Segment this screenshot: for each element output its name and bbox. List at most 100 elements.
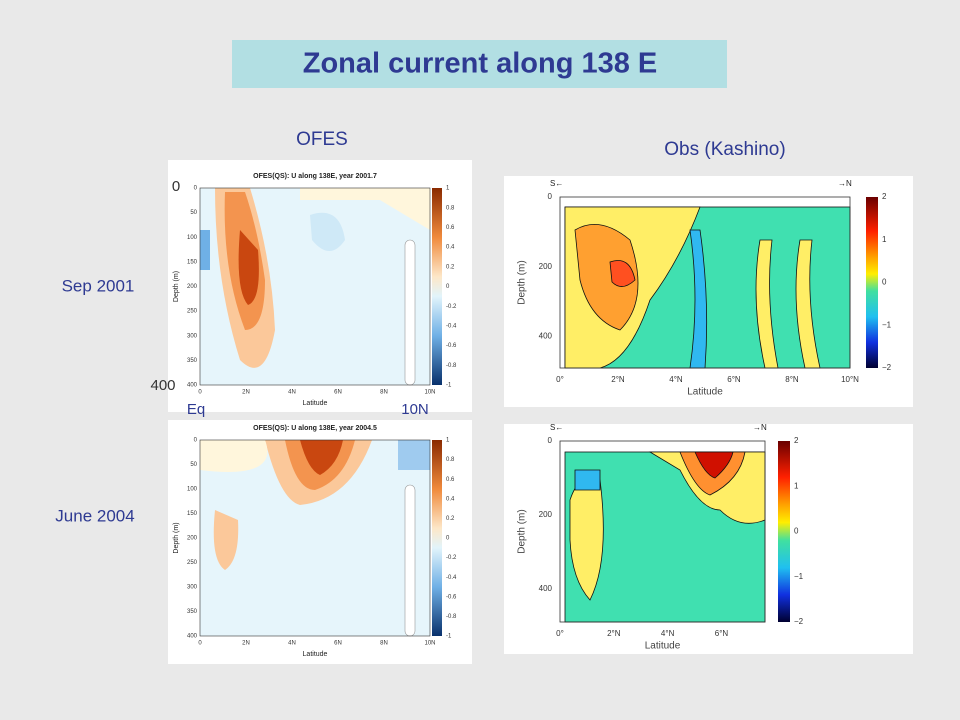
colorbar-label: 1: [794, 481, 799, 490]
x-axis-label: Latitude: [687, 387, 723, 398]
panel-title: OFES(QS): U along 138E, year 2001.7: [253, 173, 377, 180]
colorbar-label: -0.2: [446, 304, 457, 310]
annotation: 0: [172, 178, 180, 195]
slide-title: Zonal current along 138 E: [303, 48, 658, 80]
y-tick-label: 400: [539, 332, 553, 341]
row-label: Sep 2001: [62, 276, 135, 295]
colorbar: [432, 188, 442, 385]
column-label: Obs (Kashino): [664, 139, 785, 160]
colorbar-label: -0.6: [446, 343, 457, 349]
colorbar-label: 0.4: [446, 496, 455, 502]
colorbar-label: -1: [446, 383, 452, 389]
y-tick-label: 0: [548, 436, 553, 445]
y-tick-label: 200: [539, 262, 553, 271]
x-tick-label: 6°N: [715, 629, 729, 638]
x-axis-label: Latitude: [303, 400, 328, 407]
x-tick-label: 2°N: [611, 375, 625, 384]
x-tick-label: 2N: [242, 390, 250, 396]
x-tick-label: 4N: [288, 390, 296, 396]
x-tick-label: 6°N: [727, 375, 741, 384]
plot-frame: [199, 439, 431, 637]
y-tick-label: 0: [194, 438, 198, 444]
x-tick-label: 0: [198, 641, 202, 647]
annotation: Eq: [187, 401, 205, 418]
y-tick-label: 100: [187, 487, 198, 493]
annotation: 10N: [401, 401, 429, 418]
y-tick-label: 150: [187, 511, 198, 517]
x-tick-label: 4°N: [669, 375, 683, 384]
x-tick-label: 6N: [334, 390, 342, 396]
x-tick-label: 8°N: [785, 375, 799, 384]
colorbar: [778, 441, 790, 622]
colorbar-label: 0.2: [446, 264, 455, 270]
column-label: OFES: [296, 129, 348, 150]
y-tick-label: 300: [187, 585, 198, 591]
y-tick-label: 200: [187, 536, 198, 542]
colorbar-label: 0: [446, 284, 450, 290]
y-tick-label: 250: [187, 560, 198, 566]
header-right: →N: [753, 423, 767, 432]
y-tick-label: 0: [548, 192, 553, 201]
colorbar-label: −1: [794, 572, 804, 581]
x-tick-label: 0°: [556, 375, 564, 384]
colorbar-label: 0.8: [446, 205, 455, 211]
y-tick-label: 0: [194, 186, 198, 192]
colorbar-label: -0.4: [446, 323, 457, 329]
y-axis-label: Depth (m): [173, 522, 180, 553]
header-right: →N: [838, 179, 852, 188]
colorbar-label: -1: [446, 634, 452, 640]
x-tick-label: 2°N: [607, 629, 621, 638]
colorbar-label: 2: [794, 436, 799, 445]
x-tick-label: 8N: [380, 641, 388, 647]
colorbar-label: -0.2: [446, 555, 457, 561]
plot-frame: [559, 440, 766, 623]
x-axis-label: Latitude: [645, 641, 681, 652]
colorbar-label: -0.8: [446, 363, 457, 369]
y-tick-label: 50: [190, 462, 197, 468]
colorbar-label: 0.6: [446, 225, 455, 231]
y-tick-label: 350: [187, 358, 198, 364]
x-tick-label: 10°N: [841, 375, 859, 384]
x-tick-label: 4°N: [661, 629, 675, 638]
obs-contours: [564, 206, 851, 623]
colorbar-label: 0: [446, 536, 450, 542]
colorbar-label: −2: [882, 363, 892, 372]
x-axis-label: Latitude: [303, 651, 328, 658]
y-tick-label: 400: [539, 584, 553, 593]
x-tick-label: 8N: [380, 390, 388, 396]
x-tick-label: 0°: [556, 629, 564, 638]
y-tick-label: 150: [187, 259, 198, 265]
colorbar-label: 1: [446, 438, 450, 444]
colorbar-label: 0.6: [446, 477, 455, 483]
colorbar-label: -0.4: [446, 575, 457, 581]
y-tick-label: 200: [539, 510, 553, 519]
y-tick-label: 200: [187, 284, 198, 290]
y-tick-label: 400: [187, 634, 198, 640]
colorbar-label: 0.2: [446, 516, 455, 522]
colorbar: [866, 197, 878, 368]
x-tick-label: 2N: [242, 641, 250, 647]
plot-frame: [199, 187, 431, 386]
x-tick-label: 0: [198, 390, 202, 396]
colorbar-label: 1: [446, 186, 450, 192]
title-box: [232, 40, 727, 88]
colorbar-label: -0.6: [446, 594, 457, 600]
y-tick-label: 400: [187, 383, 198, 389]
y-tick-label: 300: [187, 333, 198, 339]
header-left: S←: [550, 423, 563, 432]
colorbar-label: 0: [882, 278, 887, 287]
y-axis-label: Depth (m): [517, 509, 528, 553]
x-tick-label: 10N: [424, 390, 435, 396]
y-axis-label: Depth (m): [173, 271, 180, 302]
colorbar-label: -0.8: [446, 614, 457, 620]
y-tick-label: 50: [190, 210, 197, 216]
colorbar-label: 0.8: [446, 457, 455, 463]
y-tick-label: 350: [187, 609, 198, 615]
y-tick-label: 250: [187, 309, 198, 315]
panel-title: OFES(QS): U along 138E, year 2004.5: [253, 425, 377, 432]
plot-frame: [559, 196, 851, 369]
colorbar-label: 1: [882, 235, 887, 244]
colorbar-label: −1: [882, 320, 892, 329]
